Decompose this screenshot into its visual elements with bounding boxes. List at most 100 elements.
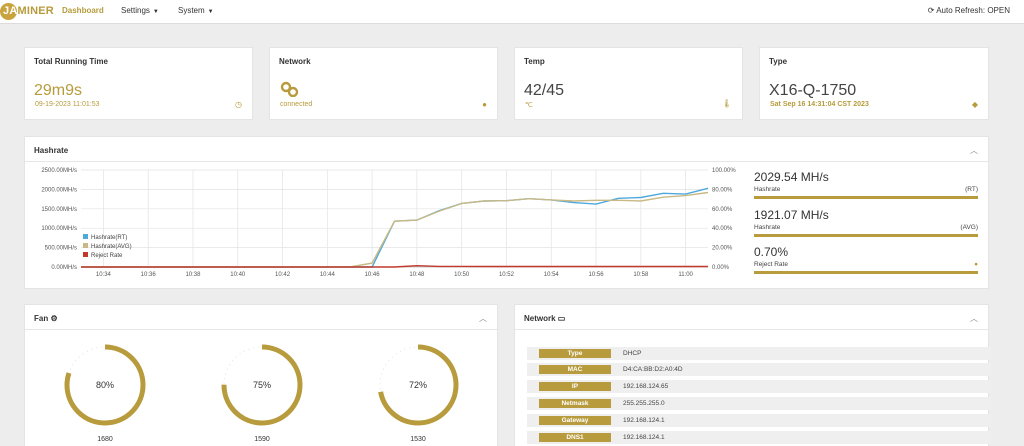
x-tick-label: 10:46 [365,272,381,278]
network-value: 255.255.255.0 [623,400,665,407]
network-key: Gateway [539,416,611,425]
fan-gauge-arc [64,344,146,426]
x-tick-label: 10:50 [454,272,470,278]
card-title: Network [279,57,311,66]
nav-system-label: System [178,6,205,15]
network-key: MAC [539,365,611,374]
chevron-down-icon: ▼ [152,9,159,15]
legend-swatch [83,234,88,239]
y-tick-label: 500.00MH/s [45,246,77,252]
fan-percent: 75% [253,380,271,390]
panel-title: Fan ⚙ [34,314,58,323]
progress-bar [754,196,978,199]
stat-label: Hashrate [754,224,781,231]
refresh-icon: ⟳ [927,6,935,15]
series-line [81,191,709,268]
nav-settings[interactable]: Settings ▼ [121,6,159,15]
network-value: 192.168.124.65 [623,383,669,390]
legend-label: Reject Rate [91,253,123,259]
network-row: Netmask 255.255.255.0 [527,397,991,410]
fan-percent: 72% [409,380,427,390]
stat-label: Reject Rate [754,261,788,268]
legend-label: Hashrate(AVG) [91,244,132,250]
network-key: Type [539,349,611,358]
temp-card: Temp 42/45 ℃ 🌡 [514,47,743,120]
auto-refresh-toggle[interactable]: ⟳ Auto Refresh: OPEN [928,6,1010,15]
stat-tag: (RT) [965,186,978,193]
legend-label: Hashrate(RT) [91,235,127,241]
type-card: Type X16-Q-1750 Sat Sep 16 14:31:04 CST … [759,47,989,120]
y2-tick-label: 80.00% [712,187,733,193]
card-title: Type [769,57,788,66]
hashrate-rt-value: 2029.54 MH/s [754,170,829,184]
network-value: 192.168.124.1 [623,434,665,441]
chevron-up-icon[interactable]: ︿ [970,314,978,323]
running-time-value: 29m9s [34,82,83,99]
divider [515,329,988,330]
stat-rt: 2029.54 MH/s Hashrate (RT) [754,170,978,199]
chevron-up-icon[interactable]: ︿ [479,314,487,323]
nav-dashboard[interactable]: Dashboard [62,6,104,15]
progress-bar [754,234,978,237]
running-time-date: 09-19-2023 11:01:53 [35,101,100,108]
fan-gauge-arc [377,344,459,426]
y-tick-label: 2500.00MH/s [41,168,77,174]
x-tick-label: 11:00 [678,272,693,278]
panel-title: Hashrate [34,146,69,155]
info-icon[interactable]: ● [974,261,978,268]
model-value: X16-Q-1750 [769,82,857,99]
reject-rate-value: 0.70% [754,245,789,259]
stat-label: Hashrate [754,186,781,193]
progress-bar [754,271,978,274]
panel-title: Network ▭ [524,314,565,323]
chevron-down-icon: ▼ [207,9,214,15]
y-tick-label: 2000.00MH/s [41,187,77,193]
x-tick-label: 10:48 [409,272,425,278]
fan-rpm-2: 1590 [254,436,270,443]
network-key: Netmask [539,399,611,408]
y-tick-label: 0.00MH/s [51,265,77,271]
x-tick-label: 10:54 [544,272,560,278]
network-title: Network [524,314,556,323]
network-key: IP [539,382,611,391]
y2-tick-label: 40.00% [712,226,733,232]
fan-rpm-3: 1530 [410,436,426,443]
legend-swatch [83,243,88,248]
divider [25,161,988,162]
x-tick-label: 10:44 [320,272,336,278]
firmware-date: Sat Sep 16 14:31:04 CST 2023 [770,101,869,108]
legend-swatch [83,252,88,257]
network-status-text: connected [280,101,313,108]
y2-tick-label: 20.00% [712,246,733,252]
thermometer-icon: 🌡 [721,99,732,108]
x-tick-label: 10:52 [499,272,515,278]
logo-mark [0,3,17,20]
network-row: DNS1 192.168.124.1 [527,431,991,444]
network-panel: Network ▭ ︿ Type DHCP MAC D4:CA:BB:D2:A0… [514,304,991,446]
network-row: IP 192.168.124.65 [527,380,991,393]
temp-value: 42/45 [524,82,565,99]
network-value: DHCP [623,350,642,357]
stat-avg: 1921.07 MH/s Hashrate (AVG) [754,208,978,237]
jasminer-logo[interactable]: JAMINER [0,2,54,21]
stat-reject: 0.70% Reject Rate ● [754,245,978,274]
chevron-up-icon[interactable]: ︿ [970,146,978,155]
link-icon [280,81,299,97]
x-tick-label: 10:56 [589,272,605,278]
running-time-card: Total Running Time 29m9s 09-19-2023 11:0… [24,47,253,120]
x-tick-label: 10:36 [141,272,157,278]
clock-icon: ◷ [235,100,242,109]
x-tick-label: 10:34 [96,272,112,278]
y-tick-label: 1000.00MH/s [41,226,77,232]
fan-rpm-1: 1680 [97,436,113,443]
nav-system[interactable]: System ▼ [178,6,214,15]
network-row: MAC D4:CA:BB:D2:A0:4D [527,363,991,376]
tag-icon: ◆ [971,100,978,109]
hashrate-rt-label: Hashrate (RT) [754,186,978,193]
y-tick-label: 1500.00MH/s [41,207,77,213]
hashrate-panel: Hashrate ︿ 0.00MH/s 500.00MH/s 1000.00MH/s… [24,136,989,289]
network-value: D4:CA:BB:D2:A0:4D [623,366,683,373]
stat-tag: (AVG) [960,224,978,231]
reject-rate-label: Reject Rate ● [754,261,978,268]
x-tick-label: 10:40 [230,272,246,278]
